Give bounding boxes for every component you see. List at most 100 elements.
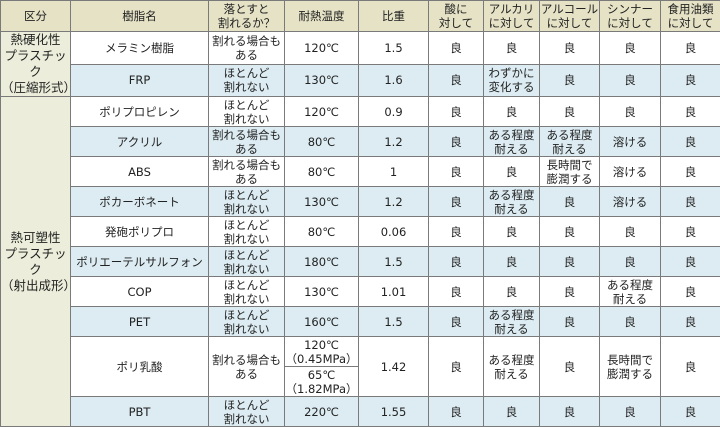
header-resin-name: 樹脂名	[71, 1, 209, 32]
alcohol-cell: 良	[540, 32, 600, 65]
alcohol-cell: 良	[540, 307, 600, 337]
heat-resistance-cell: 130℃	[285, 64, 359, 97]
resin-name-cell: ポリエーテルサルフォン	[71, 247, 209, 277]
resin-name-cell: 発砲ポリプロ	[71, 217, 209, 247]
alcohol-cell: 良	[540, 397, 600, 427]
thinner-cell: 良	[600, 64, 661, 97]
specific-gravity-cell: 1.2	[359, 127, 429, 157]
acid-cell: 良	[429, 32, 484, 65]
header-edible-oil: 食用油類 に対して	[661, 1, 720, 32]
alkali-cell: 良	[484, 217, 540, 247]
specific-gravity-cell: 1.55	[359, 397, 429, 427]
resin-name-cell: アクリル	[71, 127, 209, 157]
thinner-cell: 長時間で 膨潤する	[600, 337, 661, 397]
acid-cell: 良	[429, 337, 484, 397]
drop-break-cell: ほとんど 割れない	[209, 64, 285, 97]
acid-cell: 良	[429, 277, 484, 307]
acid-cell: 良	[429, 157, 484, 187]
header-heat-resistance: 耐熱温度	[285, 1, 359, 32]
edible-oil-cell: 良	[661, 32, 720, 65]
thinner-cell: 良	[600, 247, 661, 277]
header-drop-break: 落とすと 割れるか？	[209, 1, 285, 32]
drop-break-cell: 割れる場合も ある	[209, 127, 285, 157]
heat-resistance-cell: 80℃	[285, 127, 359, 157]
edible-oil-cell: 良	[661, 277, 720, 307]
thinner-cell: 良	[600, 97, 661, 127]
drop-break-cell: 割れる場合も ある	[209, 337, 285, 397]
header-specific-gravity: 比重	[359, 1, 429, 32]
header-thinner: シンナー に対して	[600, 1, 661, 32]
resin-name-cell: PET	[71, 307, 209, 337]
specific-gravity-cell: 1.6	[359, 64, 429, 97]
thinner-cell: 溶ける	[600, 187, 661, 217]
drop-break-cell: ほとんど 割れない	[209, 217, 285, 247]
resin-name-cell: FRP	[71, 64, 209, 97]
specific-gravity-cell: 1.5	[359, 247, 429, 277]
heat-resistance-cell: 65℃ （1.82MPa）	[285, 367, 359, 397]
thinner-cell: 良	[600, 217, 661, 247]
drop-break-cell: 割れる場合も ある	[209, 157, 285, 187]
specific-gravity-cell: 0.9	[359, 97, 429, 127]
edible-oil-cell: 良	[661, 127, 720, 157]
heat-resistance-cell: 180℃	[285, 247, 359, 277]
heat-resistance-cell: 120℃	[285, 32, 359, 65]
drop-break-cell: ほとんど 割れない	[209, 97, 285, 127]
alkali-cell: ある程度 耐える	[484, 187, 540, 217]
category-cell: 熱硬化性 プラスチック （圧縮形式）	[1, 32, 71, 97]
alcohol-cell: 良	[540, 277, 600, 307]
header-acid: 酸に 対して	[429, 1, 484, 32]
edible-oil-cell: 良	[661, 97, 720, 127]
heat-resistance-cell: 130℃	[285, 187, 359, 217]
alkali-cell: 良	[484, 277, 540, 307]
specific-gravity-cell: 1.5	[359, 307, 429, 337]
edible-oil-cell: 良	[661, 157, 720, 187]
edible-oil-cell: 良	[661, 307, 720, 337]
specific-gravity-cell: 1.01	[359, 277, 429, 307]
alcohol-cell: 良	[540, 64, 600, 97]
header-alkali: アルカリ に対して	[484, 1, 540, 32]
alkali-cell: ある程度 耐える	[484, 337, 540, 397]
acid-cell: 良	[429, 397, 484, 427]
alkali-cell: 良	[484, 157, 540, 187]
heat-resistance-cell: 120℃ （0.45MPa）	[285, 337, 359, 367]
acid-cell: 良	[429, 127, 484, 157]
edible-oil-cell: 良	[661, 217, 720, 247]
alkali-cell: わずかに 変化する	[484, 64, 540, 97]
edible-oil-cell: 良	[661, 337, 720, 397]
resin-name-cell: ABS	[71, 157, 209, 187]
thinner-cell: 良	[600, 397, 661, 427]
drop-break-cell: ほとんど 割れない	[209, 397, 285, 427]
thinner-cell: 溶ける	[600, 157, 661, 187]
resin-name-cell: ポリ乳酸	[71, 337, 209, 397]
alcohol-cell: ある程度 耐える	[540, 127, 600, 157]
specific-gravity-cell: 1	[359, 157, 429, 187]
alkali-cell: ある程度 耐える	[484, 307, 540, 337]
thinner-cell: 良	[600, 307, 661, 337]
resin-name-cell: COP	[71, 277, 209, 307]
alkali-cell: ある程度 耐える	[484, 127, 540, 157]
resin-name-cell: PBT	[71, 397, 209, 427]
heat-resistance-cell: 80℃	[285, 217, 359, 247]
acid-cell: 良	[429, 64, 484, 97]
edible-oil-cell: 良	[661, 247, 720, 277]
header-alcohol: アルコール に対して	[540, 1, 600, 32]
specific-gravity-cell: 1.2	[359, 187, 429, 217]
alkali-cell: 良	[484, 247, 540, 277]
specific-gravity-cell: 1.5	[359, 32, 429, 65]
alcohol-cell: 良	[540, 337, 600, 397]
drop-break-cell: ほとんど 割れない	[209, 187, 285, 217]
resin-name-cell: ポカーボネート	[71, 187, 209, 217]
drop-break-cell: ほとんど 割れない	[209, 247, 285, 277]
edible-oil-cell: 良	[661, 64, 720, 97]
